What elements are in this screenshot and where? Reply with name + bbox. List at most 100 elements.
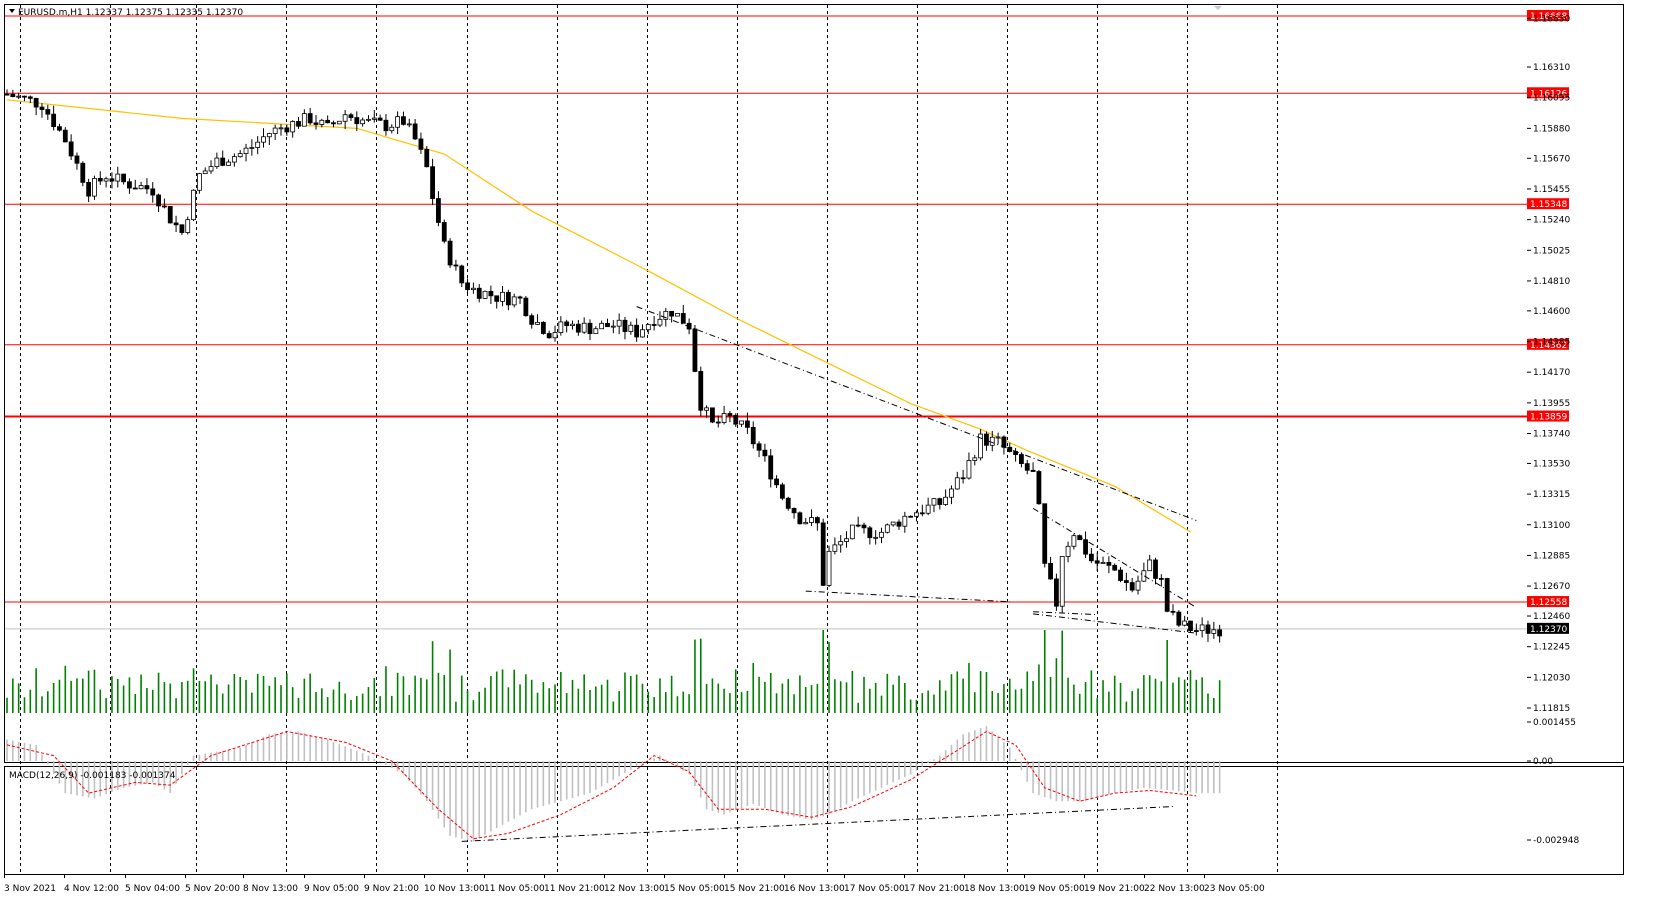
macd-trendline[interactable] bbox=[461, 806, 1174, 842]
symbol-dropdown-icon[interactable] bbox=[9, 9, 15, 13]
candle-body bbox=[1199, 624, 1205, 632]
candle-body bbox=[1083, 539, 1088, 555]
level-price-label: 1.15348 bbox=[1530, 200, 1567, 210]
candle-body bbox=[704, 407, 709, 411]
candle-body bbox=[908, 515, 914, 518]
candle-body bbox=[972, 457, 978, 461]
candle-body bbox=[733, 414, 739, 425]
time-tick-label: 3 Nov 2021 bbox=[4, 884, 56, 894]
price-tick-label: 1.12245 bbox=[1533, 643, 1570, 653]
trendlines[interactable] bbox=[636, 306, 1197, 634]
candle-body bbox=[436, 198, 441, 223]
candle-body bbox=[74, 155, 80, 164]
time-tick-label: 10 Nov 13:00 bbox=[424, 884, 485, 894]
level-price-tag bbox=[1527, 596, 1569, 608]
candle-body bbox=[1188, 620, 1193, 631]
macd-tick-label: 0.001455 bbox=[1533, 718, 1576, 728]
candle-body bbox=[1071, 535, 1077, 547]
candle-body bbox=[1147, 559, 1153, 572]
price-tick-label: 1.14600 bbox=[1533, 307, 1570, 317]
price-tick-label: 1.12885 bbox=[1533, 551, 1570, 561]
price-tick-label: 1.15670 bbox=[1533, 154, 1570, 164]
candle-body bbox=[231, 156, 237, 163]
candle-body bbox=[179, 224, 185, 233]
price-tick-label: 1.13955 bbox=[1533, 399, 1570, 409]
level-price-tag bbox=[1527, 338, 1569, 350]
candle-body bbox=[954, 477, 960, 490]
macd-histogram bbox=[6, 726, 1221, 842]
candle-body bbox=[669, 310, 675, 317]
candle-body bbox=[797, 512, 803, 525]
candle-body bbox=[599, 322, 605, 330]
candle-body bbox=[1054, 578, 1059, 607]
candle-body bbox=[214, 157, 220, 167]
price-tick-label: 1.15025 bbox=[1533, 246, 1570, 256]
candle-body bbox=[645, 324, 651, 331]
candle-body bbox=[902, 515, 908, 527]
candle-body bbox=[196, 173, 202, 191]
candle-body bbox=[710, 407, 715, 423]
candle-body bbox=[803, 522, 809, 525]
level-price-tag bbox=[1527, 198, 1569, 210]
candle-body bbox=[1059, 556, 1065, 607]
price-tick-label: 1.11815 bbox=[1533, 704, 1570, 714]
candle-body bbox=[890, 521, 896, 526]
time-tick-label: 19 Nov 05:00 bbox=[1024, 884, 1085, 894]
candle-body bbox=[10, 93, 16, 98]
candle-body bbox=[162, 205, 167, 208]
candle-body bbox=[995, 436, 1001, 439]
candle-body bbox=[884, 524, 890, 533]
candle-body bbox=[447, 240, 453, 266]
candle-body bbox=[144, 185, 150, 190]
candle-body bbox=[978, 433, 984, 459]
price-tick-label: 1.15880 bbox=[1533, 124, 1570, 134]
candle-body bbox=[488, 290, 494, 297]
candle-body bbox=[453, 264, 459, 267]
candle-body bbox=[966, 460, 972, 479]
candle-body bbox=[651, 324, 657, 326]
price-tick-label: 1.16095 bbox=[1533, 94, 1570, 104]
candle-body bbox=[127, 181, 132, 189]
trendline[interactable] bbox=[1032, 507, 1197, 608]
candle-body bbox=[1094, 560, 1100, 564]
candle-body bbox=[535, 321, 540, 325]
candle-body bbox=[97, 178, 103, 182]
candle-body bbox=[424, 148, 430, 168]
trendline[interactable] bbox=[1033, 613, 1197, 634]
candle-body bbox=[634, 324, 640, 338]
candle-body bbox=[255, 141, 261, 148]
candle-body bbox=[931, 498, 937, 506]
candle-body bbox=[628, 324, 634, 332]
candle-body bbox=[715, 421, 721, 424]
candle-body bbox=[680, 313, 686, 324]
candle-body bbox=[494, 295, 500, 302]
level-price-tag bbox=[1527, 410, 1569, 422]
candle-body bbox=[575, 323, 581, 333]
candle-body bbox=[249, 147, 255, 149]
trendline[interactable] bbox=[805, 590, 1010, 603]
trendline[interactable] bbox=[636, 306, 1197, 521]
candle-body bbox=[51, 113, 57, 128]
candle-body bbox=[395, 116, 401, 128]
candle-body bbox=[459, 265, 465, 284]
candle-body bbox=[809, 517, 814, 523]
time-tick-label: 11 Nov 05:00 bbox=[484, 884, 545, 894]
candle-body bbox=[1141, 570, 1147, 582]
time-tick-label: 9 Nov 21:00 bbox=[364, 884, 419, 894]
trendline[interactable] bbox=[1033, 611, 1098, 616]
macd-axis: 0.001455 0.00 -0.002948 bbox=[1527, 718, 1579, 846]
candle-body bbox=[768, 455, 774, 480]
candle-body bbox=[832, 544, 838, 552]
candle-body bbox=[517, 296, 523, 299]
chart-shift-icon[interactable] bbox=[1214, 6, 1222, 10]
price-tick-label: 1.15455 bbox=[1533, 185, 1570, 195]
level-price-label: 1.13859 bbox=[1530, 413, 1567, 423]
price-tick-label: 1.14170 bbox=[1533, 368, 1570, 378]
candle-body bbox=[103, 178, 109, 182]
price-tick-label: 1.12670 bbox=[1533, 582, 1570, 592]
candle-body bbox=[1030, 469, 1036, 472]
candle-body bbox=[441, 222, 447, 242]
candle-body bbox=[39, 106, 45, 110]
